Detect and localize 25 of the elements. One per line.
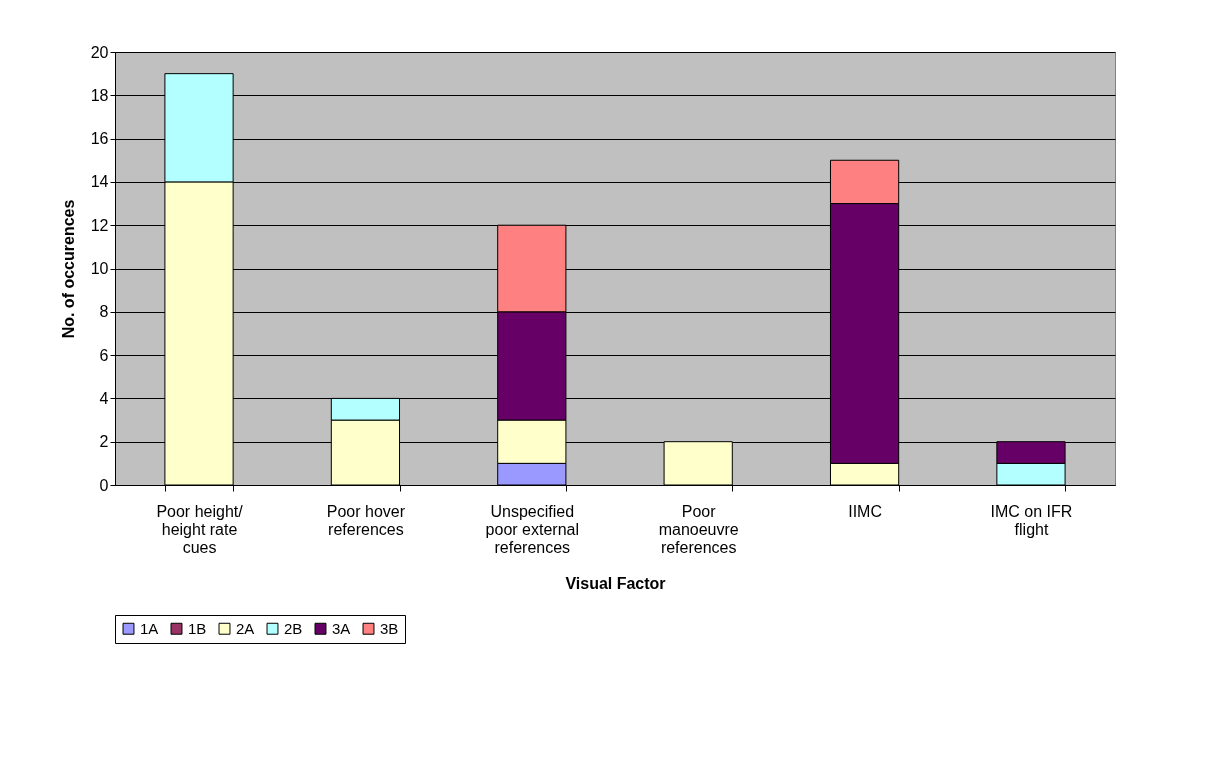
x-tick-label: Poor manoeuvre references: [658, 502, 739, 556]
x-tick-label: Unspecified poor external references: [485, 502, 579, 556]
y-tick-label: 10: [90, 260, 109, 277]
legend-label: 3A: [332, 619, 351, 637]
y-tick-label: 20: [90, 43, 109, 61]
y-tick-label: 0: [99, 476, 109, 494]
y-tick-label: 14: [90, 173, 109, 191]
legend-label: 1B: [188, 619, 207, 637]
legend-label: 2A: [236, 619, 255, 637]
y-tick-label: 8: [99, 303, 109, 321]
x-axis-title: Visual Factor: [565, 574, 666, 592]
legend-label: 3B: [380, 619, 399, 637]
legend-label: 1A: [140, 619, 159, 637]
y-tick-label: 12: [90, 216, 109, 234]
y-axis-title: No. of occurences: [59, 199, 77, 339]
y-tick-label: 4: [99, 389, 109, 407]
x-tick-label: Poor height/ height rate cues: [156, 502, 244, 556]
y-tick-label: 6: [99, 346, 109, 364]
y-tick-label: 2: [99, 433, 109, 451]
y-tick-label: 16: [90, 130, 109, 148]
x-tick-label: IMC on IFR flight: [990, 502, 1073, 538]
x-tick-label: IIMC: [848, 502, 882, 520]
x-tick-label: Poor hover references: [326, 502, 406, 538]
legend-label: 2B: [284, 619, 303, 637]
y-tick-label: 18: [90, 86, 109, 104]
